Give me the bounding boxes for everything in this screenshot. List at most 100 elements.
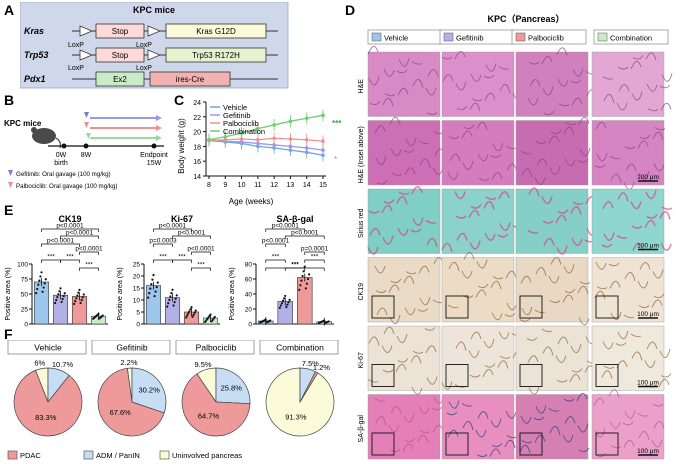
- tissue-texture: [389, 116, 401, 126]
- pie-slice-pdac: [97, 367, 165, 437]
- data-point: [209, 313, 212, 316]
- panel-letter-c: C: [174, 92, 185, 108]
- tissue-texture: [455, 81, 467, 91]
- tissue-texture: [476, 121, 488, 131]
- tissue-texture: [564, 288, 576, 294]
- tissue-texture: [521, 440, 533, 444]
- tissue-texture: [609, 280, 621, 289]
- tissue-texture: [497, 233, 509, 238]
- tissue-texture: [425, 219, 437, 224]
- data-point: [256, 137, 260, 142]
- tissue-texture: [534, 309, 546, 314]
- histology-image: [441, 325, 515, 391]
- tissue-texture: [562, 434, 574, 443]
- tissue-texture: [660, 102, 672, 111]
- data-point: [193, 311, 196, 314]
- histology-image: [367, 394, 441, 460]
- tissue-texture: [570, 206, 582, 215]
- tissue-texture: [497, 360, 509, 369]
- pie-slice-label: 6%: [34, 359, 45, 368]
- tissue-texture: [499, 222, 511, 231]
- tissue-texture: [395, 364, 407, 373]
- tissue-texture: [578, 447, 590, 453]
- pie-title: Combination: [276, 343, 324, 353]
- data-point: [173, 301, 176, 304]
- data-point: [304, 146, 309, 150]
- chart-title: CK19: [58, 214, 81, 224]
- data-point: [191, 315, 194, 318]
- tissue-texture: [550, 257, 562, 265]
- tissue-texture: [659, 348, 671, 358]
- tissue-texture: [541, 56, 553, 65]
- loxp-label: LoxP: [136, 42, 152, 49]
- pie-slice-label: 9.5%: [195, 360, 212, 369]
- inset-box: [519, 295, 543, 319]
- tissue-texture: [483, 201, 495, 210]
- histology-image: [515, 51, 589, 117]
- tissue-texture: [639, 262, 651, 270]
- tissue-texture: [529, 79, 541, 87]
- data-point: [280, 301, 284, 305]
- tissue-texture: [548, 135, 560, 144]
- data-point: [269, 319, 272, 322]
- panel-letter-e: E: [4, 202, 14, 218]
- p-value-label: p<0.0001: [66, 230, 94, 237]
- tissue-texture: [470, 204, 482, 209]
- inset-box: [595, 295, 619, 319]
- tissue-texture: [520, 275, 532, 284]
- p-value-label: p<0.0001: [262, 238, 290, 245]
- data-point: [223, 134, 228, 139]
- pdx1-ex2-box: [95, 71, 145, 87]
- legend-label: Gefitinib: [223, 111, 251, 120]
- tissue-texture: [646, 83, 658, 92]
- histology-title: KPC（Pancreas）: [487, 14, 564, 24]
- y-tick-label: 0: [136, 322, 140, 329]
- tissue-texture: [602, 76, 614, 80]
- legend-label: Vehicle: [223, 103, 247, 112]
- tissue-texture: [577, 159, 589, 163]
- significance-bracket: [284, 267, 306, 271]
- y-tick-label: 18: [193, 144, 201, 151]
- data-point: [172, 304, 175, 307]
- tissue-texture: [397, 227, 409, 236]
- tissue-texture: [653, 163, 665, 172]
- pie-slice-adm-panin: [131, 367, 167, 414]
- data-point: [305, 282, 309, 285]
- inset-box: [371, 364, 395, 387]
- column-header-label: Combination: [610, 34, 652, 43]
- tissue-texture: [556, 245, 568, 255]
- chart-title: SA-β-gal: [277, 214, 314, 224]
- tissue-texture: [548, 275, 560, 284]
- column-color-icon: [597, 32, 608, 42]
- tissue-texture: [390, 278, 402, 284]
- tissue-texture: [653, 421, 665, 429]
- tissue-texture: [631, 351, 643, 361]
- data-point: [38, 279, 41, 282]
- p-value-label: ***: [85, 262, 93, 269]
- x-tick-label: 9: [223, 182, 227, 189]
- tissue-texture: [637, 140, 649, 149]
- tissue-texture: [578, 116, 590, 125]
- tissue-texture: [498, 191, 510, 200]
- tissue-texture: [477, 153, 489, 162]
- pie-title-box: [175, 340, 255, 355]
- scale-bar-label: 100 μm: [637, 243, 659, 250]
- pie-title: Vehicle: [34, 343, 62, 353]
- data-point: [279, 304, 282, 307]
- legend-swatch: [7, 450, 18, 460]
- tissue-texture: [535, 141, 547, 144]
- tissue-texture: [549, 426, 561, 436]
- data-point: [40, 271, 43, 274]
- data-point: [281, 299, 285, 302]
- data-point: [256, 126, 260, 131]
- tissue-texture: [484, 232, 496, 241]
- significance-bracket: [191, 251, 211, 255]
- column-color-icon: [371, 32, 382, 42]
- pie-charts: Vehicle 6% 10.7% 83.3% Gefitinib 2.2% 30.2% 67.…: [7, 340, 339, 460]
- p-value-label: p<0.0001: [159, 223, 187, 230]
- tissue-texture: [375, 290, 387, 293]
- x-tick-label: 12: [270, 182, 278, 189]
- y-tick-label: 80: [245, 262, 253, 269]
- data-point: [288, 298, 291, 302]
- tissue-texture: [462, 421, 474, 431]
